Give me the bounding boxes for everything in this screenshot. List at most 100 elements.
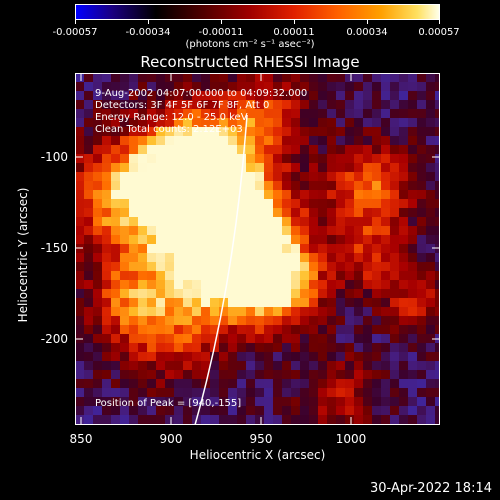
image-pixel <box>228 343 237 352</box>
image-pixel <box>291 343 300 352</box>
image-pixel <box>111 181 120 190</box>
image-pixel <box>93 82 102 91</box>
image-pixel <box>129 91 138 100</box>
image-pixel <box>408 406 417 415</box>
image-pixel <box>291 379 300 388</box>
image-pixel <box>282 253 291 262</box>
image-pixel <box>138 379 147 388</box>
image-pixel <box>129 181 138 190</box>
image-pixel <box>246 82 255 91</box>
image-pixel <box>327 262 336 271</box>
image-pixel <box>300 361 309 370</box>
image-pixel <box>237 397 246 406</box>
image-pixel <box>309 352 318 361</box>
image-pixel <box>264 199 273 208</box>
image-pixel <box>129 118 138 127</box>
image-pixel <box>435 325 440 334</box>
image-pixel <box>291 109 300 118</box>
image-pixel <box>390 190 399 199</box>
image-pixel <box>111 73 120 82</box>
image-pixel <box>273 136 282 145</box>
image-pixel <box>381 181 390 190</box>
image-pixel <box>435 352 440 361</box>
image-pixel <box>363 226 372 235</box>
image-pixel <box>129 136 138 145</box>
image-pixel <box>84 145 93 154</box>
image-pixel <box>210 379 219 388</box>
image-pixel <box>192 280 201 289</box>
image-pixel <box>228 280 237 289</box>
image-pixel <box>210 253 219 262</box>
image-pixel <box>237 316 246 325</box>
image-pixel <box>327 325 336 334</box>
image-pixel <box>237 82 246 91</box>
annotation-detectors: Detectors: 3F 4F 5F 6F 7F 8F, Att 0 <box>95 100 270 111</box>
image-pixel <box>237 217 246 226</box>
image-pixel <box>390 82 399 91</box>
image-pixel <box>255 145 264 154</box>
image-pixel <box>390 334 399 343</box>
image-pixel <box>93 109 102 118</box>
image-pixel <box>255 136 264 145</box>
image-pixel <box>390 172 399 181</box>
image-pixel <box>318 307 327 316</box>
image-pixel <box>264 82 273 91</box>
image-pixel <box>336 190 345 199</box>
image-pixel <box>84 343 93 352</box>
image-pixel <box>75 181 84 190</box>
colorbar-tick-mark <box>221 20 222 24</box>
image-pixel <box>282 280 291 289</box>
image-pixel <box>201 415 210 424</box>
image-pixel <box>318 181 327 190</box>
image-pixel <box>372 406 381 415</box>
image-pixel <box>183 208 192 217</box>
image-pixel <box>381 379 390 388</box>
image-pixel <box>336 352 345 361</box>
image-pixel <box>165 262 174 271</box>
image-pixel <box>408 190 417 199</box>
image-pixel <box>318 145 327 154</box>
image-pixel <box>183 361 192 370</box>
image-pixel <box>345 127 354 136</box>
image-pixel <box>435 154 440 163</box>
image-pixel <box>210 217 219 226</box>
image-pixel <box>372 118 381 127</box>
image-pixel <box>111 397 120 406</box>
image-pixel <box>165 244 174 253</box>
image-pixel <box>156 361 165 370</box>
image-pixel <box>291 217 300 226</box>
image-pixel <box>102 136 111 145</box>
image-pixel <box>174 145 183 154</box>
image-pixel <box>300 370 309 379</box>
image-pixel <box>273 325 282 334</box>
image-pixel <box>327 280 336 289</box>
image-pixel <box>102 217 111 226</box>
image-pixel <box>336 100 345 109</box>
image-pixel <box>399 388 408 397</box>
image-pixel <box>93 208 102 217</box>
image-pixel <box>417 271 426 280</box>
image-pixel <box>93 397 102 406</box>
image-pixel <box>219 379 228 388</box>
image-pixel <box>120 379 129 388</box>
image-pixel <box>408 136 417 145</box>
image-pixel <box>219 199 228 208</box>
image-pixel <box>282 352 291 361</box>
image-pixel <box>426 352 435 361</box>
image-pixel <box>417 235 426 244</box>
image-pixel <box>372 352 381 361</box>
image-pixel <box>84 82 93 91</box>
image-pixel <box>345 280 354 289</box>
image-pixel <box>174 406 183 415</box>
image-pixel <box>336 118 345 127</box>
image-pixel <box>345 100 354 109</box>
image-pixel <box>183 118 192 127</box>
image-pixel <box>327 100 336 109</box>
image-pixel <box>363 289 372 298</box>
image-pixel <box>300 109 309 118</box>
image-pixel <box>219 253 228 262</box>
image-pixel <box>264 343 273 352</box>
image-pixel <box>183 127 192 136</box>
image-pixel <box>300 406 309 415</box>
image-pixel <box>345 73 354 82</box>
